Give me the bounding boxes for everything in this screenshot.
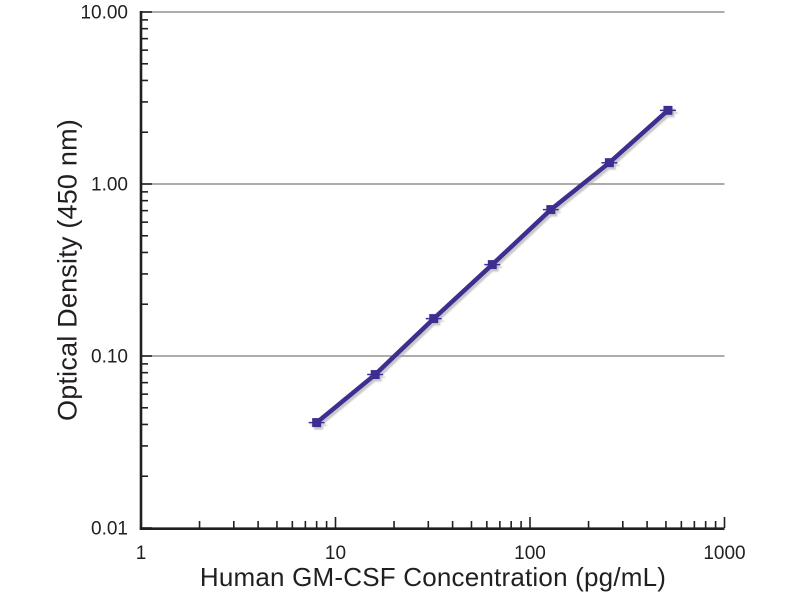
y-tick-label: 1.00 (91, 175, 128, 196)
x-tick-label: 100 (514, 543, 546, 564)
axes (139, 11, 725, 531)
data-series (308, 105, 676, 428)
data-point-marker (663, 105, 673, 115)
data-point-marker (370, 370, 380, 380)
y-tick-label: 0.10 (91, 347, 128, 368)
y-tick-label: 0.01 (91, 519, 128, 540)
axis-ticks (140, 11, 726, 529)
data-point-marker (312, 418, 322, 428)
gridlines (141, 11, 725, 357)
data-point-marker (546, 205, 556, 215)
data-point-marker (604, 158, 614, 168)
data-point-marker (487, 260, 497, 270)
x-tick-label: 1000 (703, 543, 745, 564)
y-tick-label: 10.00 (80, 3, 128, 24)
x-axis-label: Human GM-CSF Concentration (pg/mL) (199, 562, 667, 592)
x-tick-label: 1 (136, 543, 147, 564)
data-point-marker (429, 314, 439, 324)
x-tick-label: 10 (325, 543, 346, 564)
tick-labels: 1 10 100 1000 10.00 1.00 0.10 0.01 (80, 3, 745, 564)
y-axis-label: Optical Density (450 nm) (52, 119, 83, 421)
